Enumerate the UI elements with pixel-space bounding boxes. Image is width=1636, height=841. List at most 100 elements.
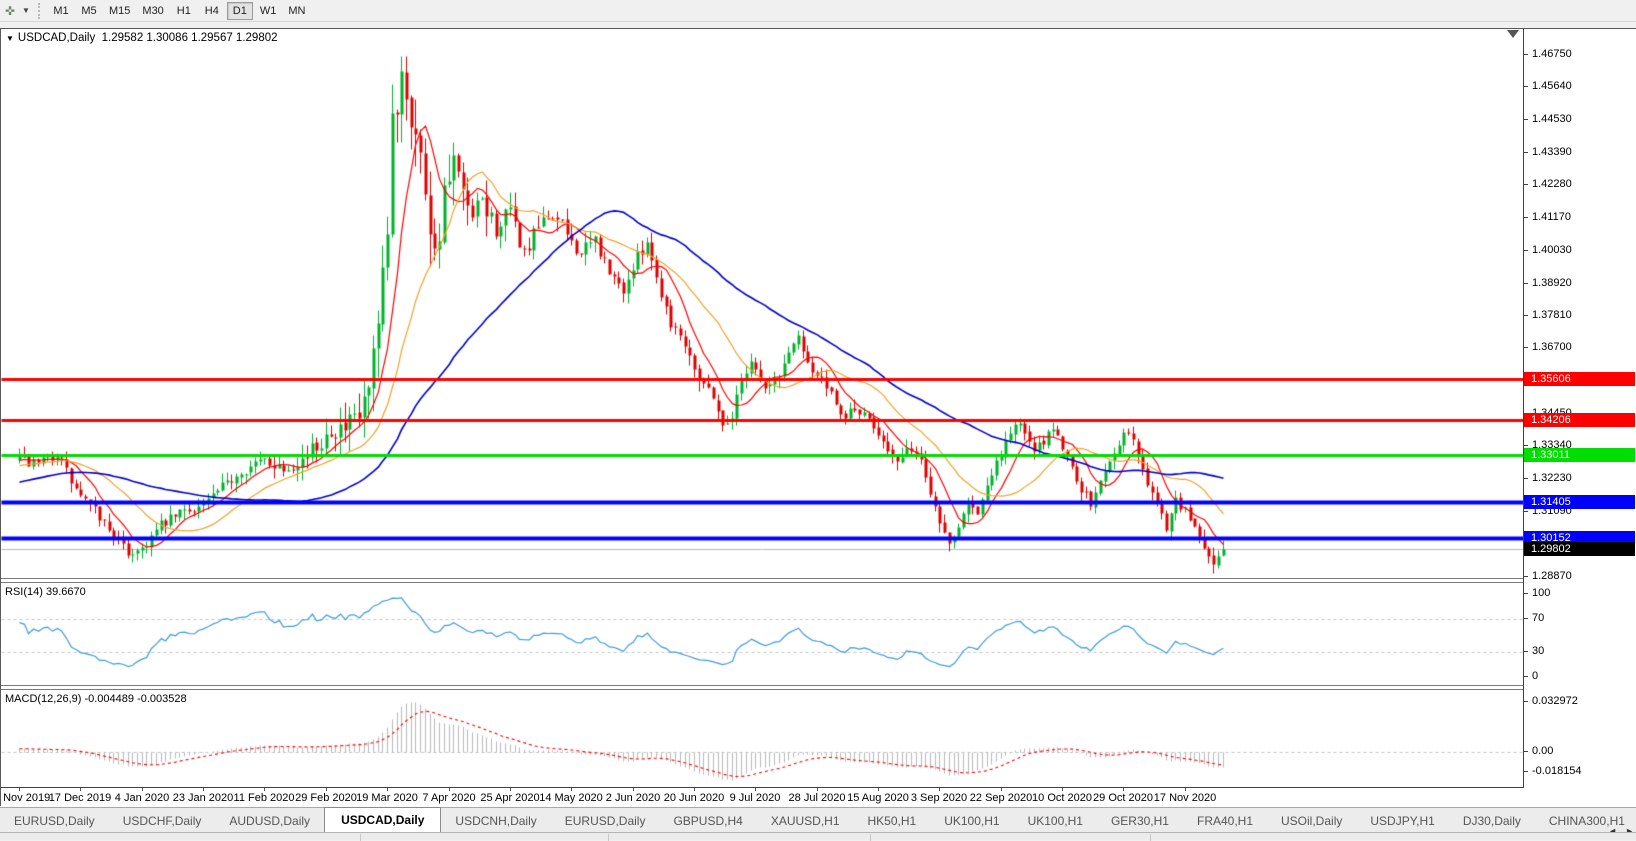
timeframe-button-m15[interactable]: M15	[104, 2, 135, 20]
time-axis-tick	[326, 788, 327, 791]
time-axis-label: 7 Apr 2020	[422, 792, 475, 804]
price-axis-label: 1.37810	[1532, 309, 1572, 322]
time-axis-label: 29 Feb 2020	[295, 792, 357, 804]
time-axis-label: 14 May 2020	[539, 792, 603, 804]
price-axis-tick	[1524, 184, 1528, 185]
time-axis-label: 15 Aug 2020	[847, 792, 909, 804]
chart-tab-eurusd-daily[interactable]: EURUSD,Daily	[551, 810, 660, 832]
time-axis-tick	[264, 788, 265, 791]
time-axis-tick	[878, 788, 879, 791]
price-axis-tick	[1524, 152, 1528, 153]
chart-window: ▼USDCAD,Daily 1.29582 1.30086 1.29567 1.…	[0, 28, 1636, 806]
time-axis-label: 10 Oct 2020	[1032, 792, 1092, 804]
rsi-axis-label: 0	[1532, 670, 1538, 683]
rsi-indicator-pane[interactable]: RSI(14) 39.6670	[1, 582, 1523, 686]
price-axis-label: 1.32230	[1532, 472, 1572, 485]
price-axis-tick	[1524, 54, 1528, 55]
chart-tab-fra40-h1[interactable]: FRA40,H1	[1183, 810, 1267, 832]
time-axis-label: 28 Nov 2019	[0, 792, 50, 804]
price-axis-tick	[1524, 283, 1528, 284]
time-axis-tick	[80, 788, 81, 791]
macd-canvas[interactable]	[1, 690, 1523, 787]
timeframe-button-h1[interactable]: H1	[171, 2, 197, 20]
chart-tab-xauusd-h1[interactable]: XAUUSD,H1	[757, 810, 854, 832]
price-chart-canvas[interactable]	[1, 29, 1523, 579]
price-axis-label: 1.42280	[1532, 178, 1572, 191]
price-axis-label: 1.44530	[1532, 113, 1572, 126]
time-axis-label: 2 Jun 2020	[606, 792, 660, 804]
chart-tab-uk100-h1[interactable]: UK100,H1	[1014, 810, 1097, 832]
chart-tab-usoil-daily[interactable]: USOil,Daily	[1267, 810, 1356, 832]
time-axis-tick	[1062, 788, 1063, 791]
chart-tab-dj30-daily[interactable]: DJ30,Daily	[1449, 810, 1535, 832]
price-axis-tick	[1524, 119, 1528, 120]
macd-indicator-pane[interactable]: MACD(12,26,9) -0.004489 -0.003528	[1, 689, 1523, 788]
timeframe-button-m30[interactable]: M30	[137, 2, 168, 20]
time-axis-tick	[1123, 788, 1124, 791]
macd-axis-label: 0.032972	[1532, 695, 1578, 708]
collapse-triangle-icon[interactable]: ▼	[6, 34, 14, 43]
rsi-canvas[interactable]	[1, 583, 1523, 685]
timeframe-button-w1[interactable]: W1	[255, 2, 282, 20]
level-price-badge: 1.35606	[1524, 372, 1635, 386]
time-axis-tick	[571, 788, 572, 791]
timeframe-button-d1[interactable]: D1	[227, 2, 253, 20]
chart-tab-usdcnh-daily[interactable]: USDCNH,Daily	[441, 810, 550, 832]
chart-tab-usdjpy-h1[interactable]: USDJPY,H1	[1356, 810, 1448, 832]
timeframe-button-m5[interactable]: M5	[76, 2, 102, 20]
chart-tab-audusd-daily[interactable]: AUDUSD,Daily	[215, 810, 324, 832]
price-axis-label: 1.28870	[1532, 570, 1572, 583]
price-axis-label: 1.43390	[1532, 146, 1572, 159]
time-axis-label: 17 Nov 2020	[1154, 792, 1216, 804]
price-axis-tick	[1524, 347, 1528, 348]
chart-tab-hk50-h1[interactable]: HK50,H1	[854, 810, 931, 832]
time-axis-tick	[1185, 788, 1186, 791]
chart-tab-uk100-h1[interactable]: UK100,H1	[930, 810, 1013, 832]
time-axis-tick	[203, 788, 204, 791]
time-axis-label: 22 Sep 2020	[970, 792, 1032, 804]
level-price-badge: 1.33011	[1524, 448, 1635, 462]
rsi-axis-tick	[1524, 676, 1528, 677]
main-price-pane[interactable]: ▼USDCAD,Daily 1.29582 1.30086 1.29567 1.…	[1, 29, 1523, 579]
level-price-badge: 1.34206	[1524, 413, 1635, 427]
price-axis-label: 1.41170	[1532, 211, 1571, 224]
price-axis-label: 1.40030	[1532, 244, 1572, 257]
cursor-tool-dropdown-icon[interactable]: ▼	[20, 6, 32, 15]
timeframe-button-mn[interactable]: MN	[283, 2, 310, 20]
chart-tab-usdchf-daily[interactable]: USDCHF,Daily	[109, 810, 216, 832]
chart-tab-gbpusd-h4[interactable]: GBPUSD,H4	[659, 810, 756, 832]
status-strip	[0, 832, 1636, 840]
rsi-axis-label: 100	[1532, 587, 1550, 600]
price-axis-label: 1.46750	[1532, 48, 1572, 61]
price-axis-tick	[1524, 250, 1528, 251]
price-axis-tick	[1524, 478, 1528, 479]
time-axis-tick	[694, 788, 695, 791]
time-axis-tick	[142, 788, 143, 791]
time-axis-label: 29 Oct 2020	[1093, 792, 1153, 804]
chart-tab-usdcad-daily[interactable]: USDCAD,Daily	[324, 807, 441, 832]
macd-axis-tick	[1524, 701, 1528, 702]
macd-axis-tick	[1524, 751, 1528, 752]
timeframe-button-h4[interactable]: H4	[199, 2, 225, 20]
chart-tab-eurusd-daily[interactable]: EURUSD,Daily	[0, 810, 109, 832]
price-axis-label: 1.36700	[1532, 341, 1572, 354]
toolbar-grip	[38, 3, 43, 19]
time-axis-label: 4 Jan 2020	[115, 792, 169, 804]
chart-title: ▼USDCAD,Daily 1.29582 1.30086 1.29567 1.…	[6, 32, 278, 44]
macd-axis-label: -0.018154	[1532, 765, 1582, 778]
time-axis-label: 11 Feb 2020	[234, 792, 295, 804]
time-axis-label: 23 Jan 2020	[173, 792, 234, 804]
time-axis-tick	[633, 788, 634, 791]
cursor-tool-icon[interactable]: ✜	[0, 2, 20, 20]
chart-tab-ger30-h1[interactable]: GER30,H1	[1097, 810, 1183, 832]
chart-shift-marker-icon[interactable]	[1507, 30, 1519, 38]
time-axis-tick	[939, 788, 940, 791]
symbol-period-label: USDCAD,Daily	[18, 32, 95, 44]
timeframe-button-m1[interactable]: M1	[48, 2, 74, 20]
time-axis-label: 19 Mar 2020	[356, 792, 418, 804]
time-axis-tick	[387, 788, 388, 791]
